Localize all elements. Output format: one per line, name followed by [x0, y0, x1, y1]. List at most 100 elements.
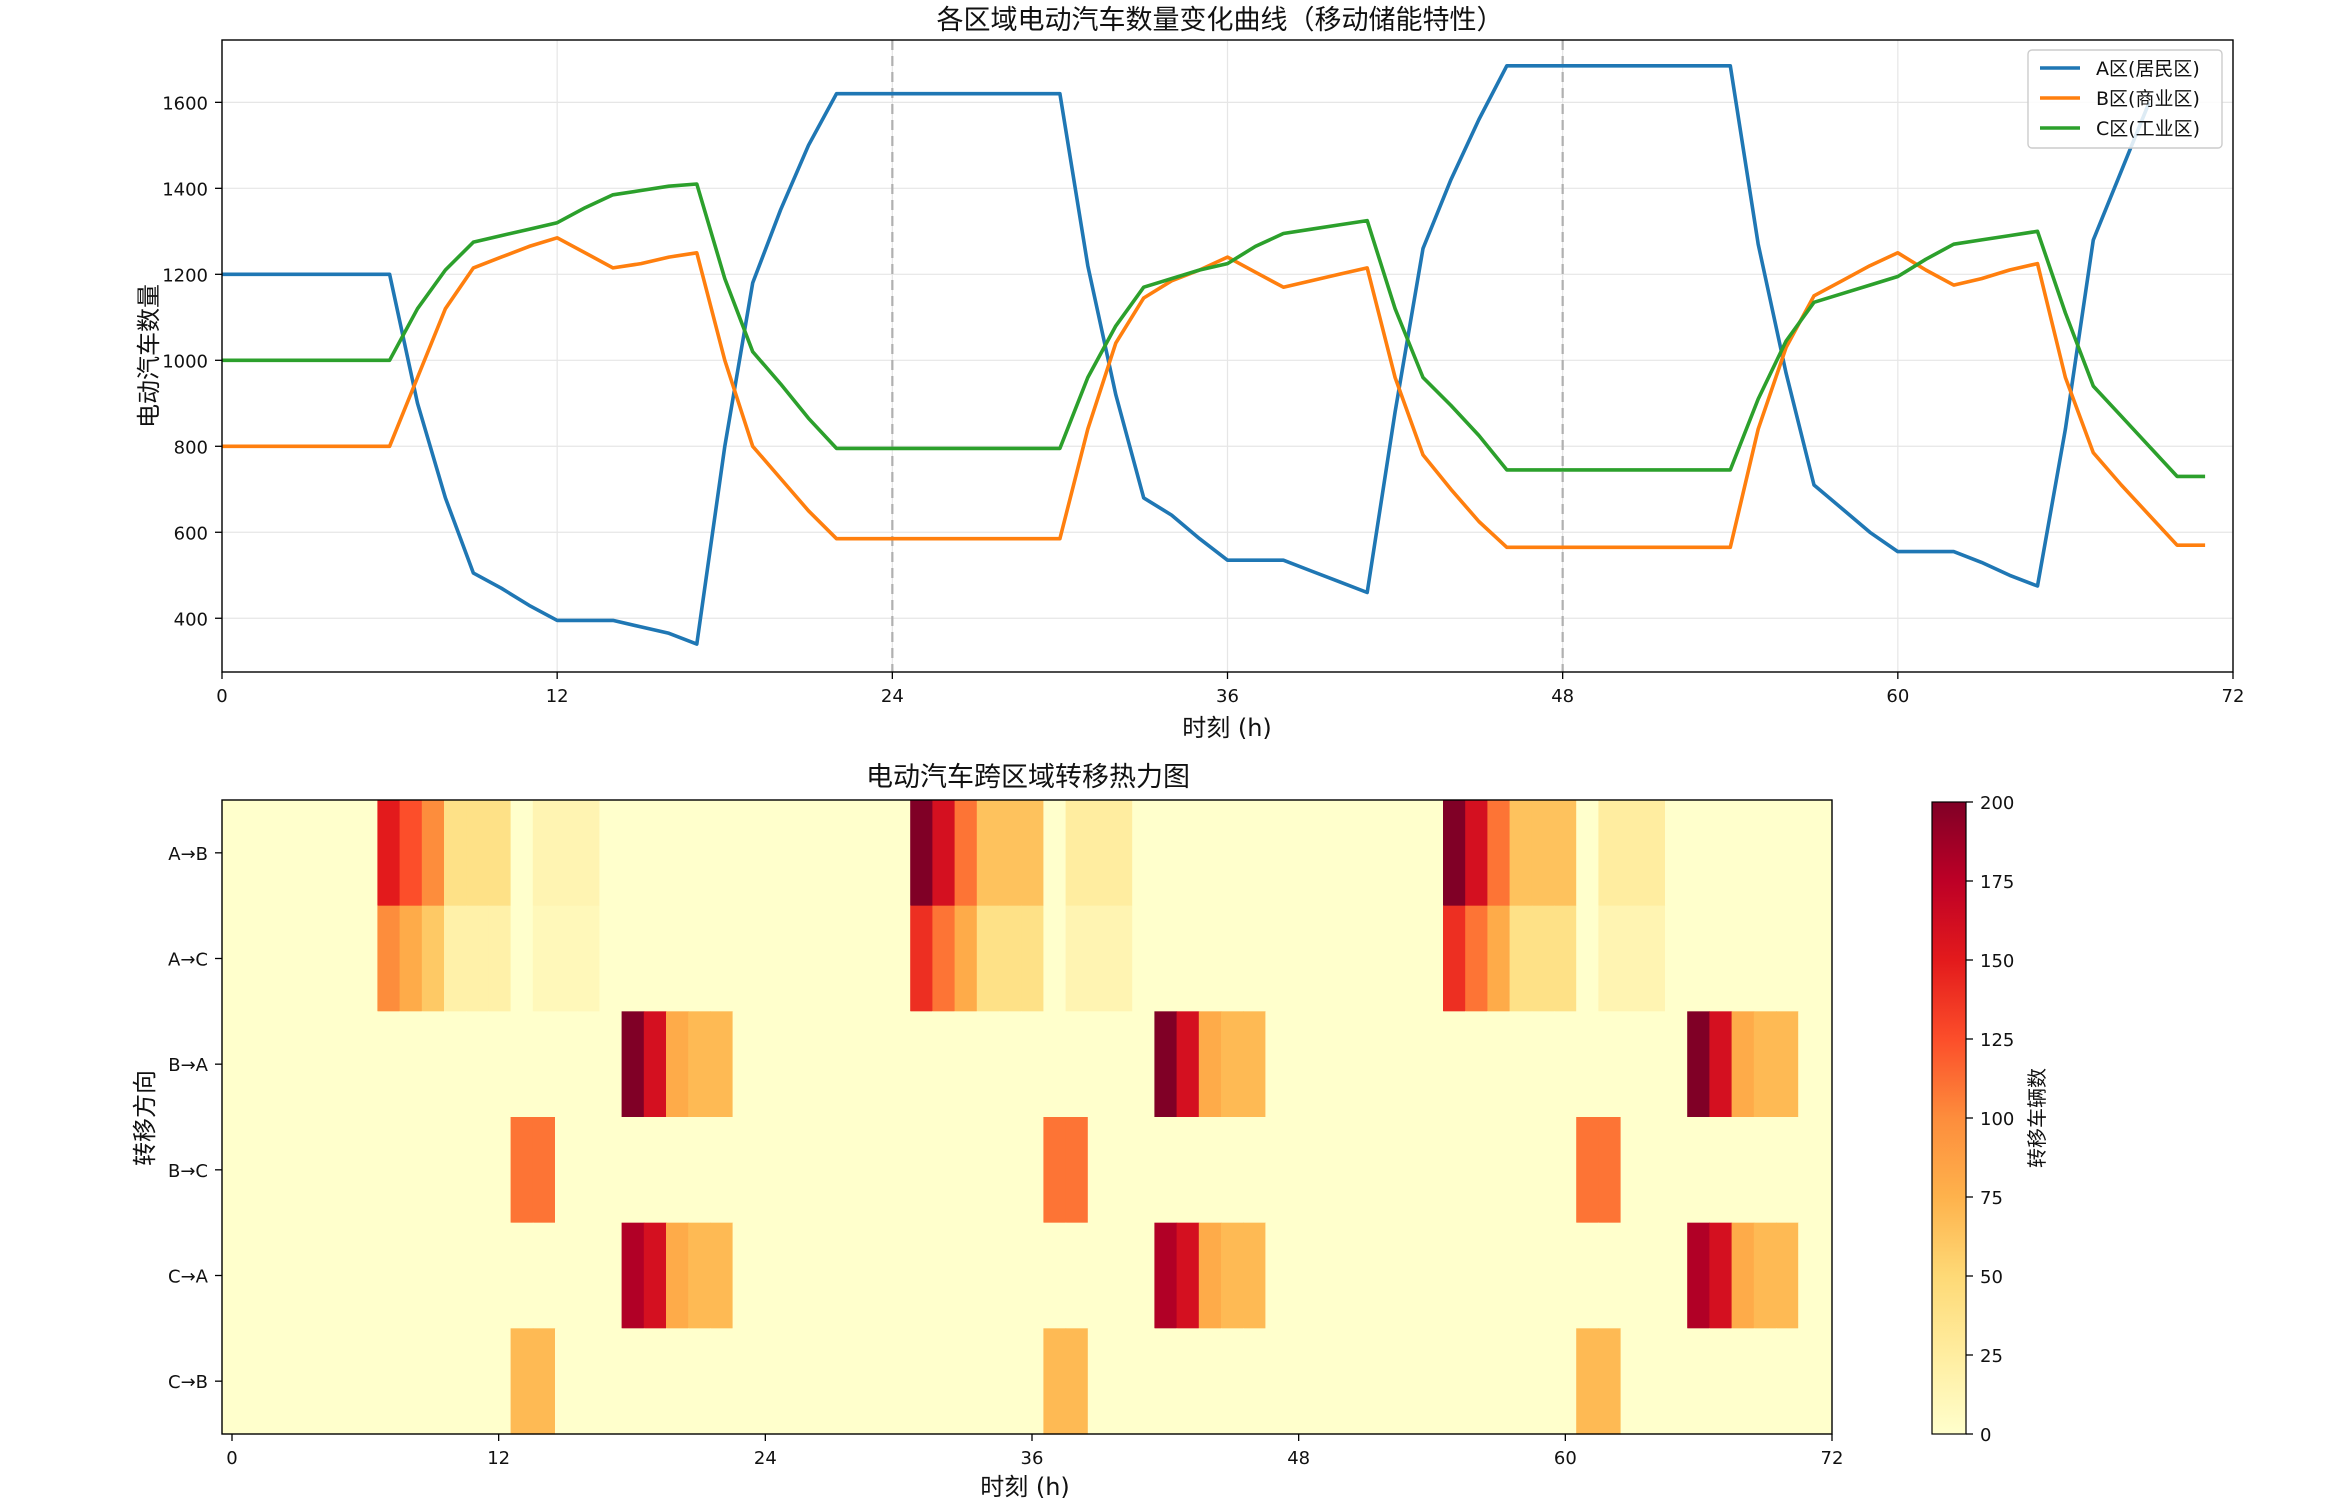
heatmap-cell: [421, 1328, 445, 1435]
heatmap-cell: [222, 1117, 245, 1224]
heatmap-cell: [754, 1117, 778, 1224]
heatmap-cell: [333, 1328, 356, 1435]
heatmap-cell: [932, 905, 956, 1012]
heatmap-cell: [1642, 800, 1666, 907]
heatmap-cell: [1132, 1328, 1155, 1435]
heatmap-cell: [1598, 905, 1622, 1012]
heatmap-cell: [1087, 1011, 1111, 1118]
heatmap-cell: [310, 1222, 334, 1329]
heatmap-cell: [421, 1222, 445, 1329]
heatmap-cell: [399, 1328, 423, 1435]
heatmap-cell: [1642, 1011, 1666, 1118]
heatmap-cell: [999, 800, 1022, 907]
heatmap-row-label: A→C: [168, 950, 208, 971]
heatmap-cell: [488, 1011, 512, 1118]
heatmap-cell: [1731, 1328, 1755, 1435]
heatmap-cell: [1731, 1222, 1755, 1329]
heatmap-cell: [688, 1222, 711, 1329]
heatmap-cell: [1198, 905, 1222, 1012]
heatmap-cell: [1176, 1117, 1200, 1224]
heatmap-cell: [688, 1011, 711, 1118]
heatmap-cell: [1221, 1011, 1244, 1118]
heatmap-cell: [266, 1222, 290, 1329]
heatmap-cell: [1731, 800, 1755, 907]
heatmap-cell: [1598, 1117, 1622, 1224]
heatmap-cell: [288, 1222, 312, 1329]
heatmap-cell: [865, 800, 889, 907]
heatmap-cell: [1642, 905, 1666, 1012]
heatmap-cell: [732, 1117, 756, 1224]
heatmap-x-tick-label: 72: [1821, 1448, 1844, 1469]
heatmap-cell: [1287, 1011, 1311, 1118]
heatmap-cell: [1110, 1117, 1133, 1224]
heatmap-cell: [555, 1117, 578, 1224]
heatmap-cell: [577, 1328, 600, 1435]
legend-label-c: C区(工业区): [2096, 118, 2200, 140]
heatmap-cell: [1398, 1011, 1422, 1118]
legend: A区(居民区) B区(商业区) C区(工业区): [2027, 49, 2223, 149]
heatmap-cell: [1287, 1328, 1311, 1435]
heatmap-cell: [1798, 800, 1821, 907]
heatmap-cell: [1043, 1222, 1067, 1329]
heatmap-cell: [954, 1117, 978, 1224]
heatmap-cell: [1420, 800, 1444, 907]
heatmap-cell: [710, 800, 734, 907]
heatmap-cell: [1154, 1011, 1178, 1118]
heatmap-cell: [976, 905, 1000, 1012]
heatmap-cell: [444, 1222, 467, 1329]
heatmap-cell: [1665, 800, 1688, 907]
heatmap-cell: [1487, 800, 1511, 907]
heatmap-cell: [1620, 905, 1644, 1012]
heatmap-cell: [222, 905, 245, 1012]
heatmap-cell: [399, 1117, 423, 1224]
heatmap-cell: [1243, 905, 1266, 1012]
heatmap-cell: [1376, 1328, 1400, 1435]
line-x-axis-label: 时刻 (h): [1182, 714, 1272, 742]
heatmap-cell: [1198, 800, 1222, 907]
heatmap-x-tick-label: 12: [487, 1448, 510, 1469]
heatmap-cell: [1154, 800, 1178, 907]
heatmap-cell: [777, 905, 800, 1012]
heatmap-cell: [1110, 1222, 1133, 1329]
heatmap-cell: [910, 1222, 933, 1329]
heatmap-cell: [1065, 1117, 1089, 1224]
heatmap-cell: [865, 905, 889, 1012]
heatmap-cell: [999, 1222, 1022, 1329]
heatmap-cell: [1243, 1117, 1266, 1224]
heatmap-cell: [710, 905, 734, 1012]
heatmap-cell: [1776, 800, 1799, 907]
heatmap-cell: [1398, 1222, 1422, 1329]
heatmap-cell: [1043, 1011, 1067, 1118]
heatmap-cell: [310, 1117, 334, 1224]
heatmap-cell: [555, 905, 578, 1012]
heatmap-cell: [1043, 1117, 1067, 1224]
heatmap-cell: [799, 1222, 822, 1329]
heatmap-cell: [1776, 905, 1799, 1012]
heatmap-cell: [466, 1011, 489, 1118]
heatmap-cell: [1687, 1011, 1710, 1118]
heatmap-cell: [1354, 1222, 1377, 1329]
heatmap-cell: [333, 1011, 356, 1118]
heatmap-cell: [222, 800, 245, 907]
heatmap-cell: [1087, 905, 1111, 1012]
heatmap-cell: [666, 800, 689, 907]
heatmap-cell: [1753, 905, 1777, 1012]
heatmap-cell: [466, 905, 489, 1012]
heatmap-cell: [1420, 905, 1444, 1012]
heatmap-cell: [1576, 1222, 1599, 1329]
colorbar-tick-label: 100: [1980, 1109, 2014, 1130]
heatmap-cell: [1642, 1117, 1666, 1224]
line-x-tick-label: 0: [216, 686, 227, 707]
heatmap-cell: [1354, 1011, 1377, 1118]
heatmap-cell: [1731, 1011, 1755, 1118]
heatmap-cell: [1709, 1011, 1733, 1118]
heatmap-cell: [288, 1117, 312, 1224]
line-y-tick-label: 1400: [162, 179, 208, 200]
heatmap-cell: [666, 905, 689, 1012]
heatmap-cell: [510, 1011, 534, 1118]
heatmap-cell: [1465, 905, 1488, 1012]
heatmap-cell: [510, 1117, 534, 1224]
heatmap-cell: [799, 800, 822, 907]
heatmap-cell: [1665, 1222, 1688, 1329]
heatmap-cell: [466, 1328, 489, 1435]
